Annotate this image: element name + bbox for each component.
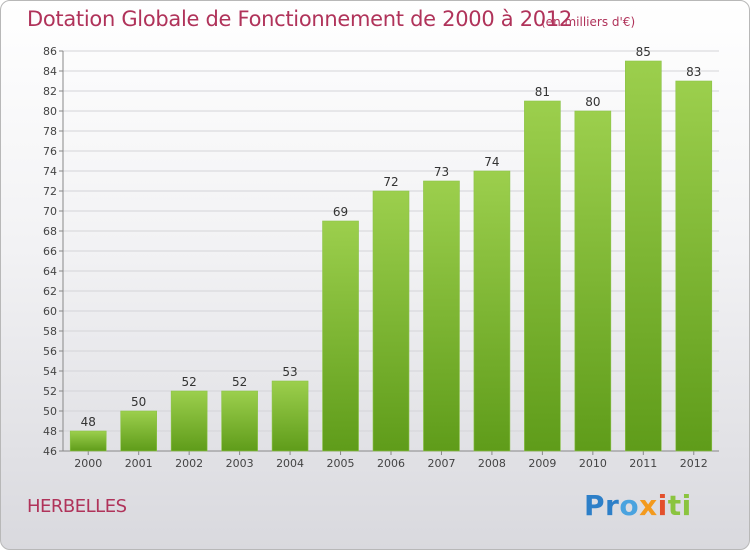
x-tick-label: 2008 <box>478 457 506 470</box>
bar-value-label: 50 <box>131 395 146 409</box>
bar-value-label: 85 <box>636 45 651 59</box>
commune-name: HERBELLES <box>27 496 127 517</box>
x-tick-label: 2000 <box>74 457 102 470</box>
logo-letter: x <box>639 489 658 522</box>
bar-value-label: 72 <box>383 175 398 189</box>
bar-value-label: 80 <box>585 95 600 109</box>
bar <box>322 220 359 452</box>
x-tick-label: 2005 <box>327 457 355 470</box>
y-tick-label: 76 <box>43 145 57 158</box>
chart-title: Dotation Globale de Fonctionnement de 20… <box>27 7 572 31</box>
logo-letter: P <box>584 489 606 522</box>
bar <box>625 60 662 452</box>
bar-value-label: 48 <box>81 415 96 429</box>
y-tick-label: 46 <box>43 445 57 458</box>
bars <box>69 60 713 452</box>
bar <box>69 430 107 452</box>
x-tick-label: 2003 <box>226 457 254 470</box>
logo-letter: i <box>681 489 692 522</box>
x-tick-label: 2011 <box>629 457 657 470</box>
y-tick-label: 84 <box>43 65 57 78</box>
bar-value-label: 74 <box>484 155 499 169</box>
bar-value-label: 52 <box>182 375 197 389</box>
y-tick-label: 60 <box>43 305 57 318</box>
bar <box>574 110 612 452</box>
y-tick-label: 58 <box>43 325 57 338</box>
bar <box>120 410 157 452</box>
logo-letter: t <box>667 489 682 522</box>
y-tick-label: 74 <box>43 165 57 178</box>
bar-value-label: 81 <box>535 85 550 99</box>
y-tick-label: 68 <box>43 225 57 238</box>
y-tick-label: 80 <box>43 105 57 118</box>
x-tick-label: 2012 <box>680 457 708 470</box>
x-tick-label: 2001 <box>125 457 153 470</box>
x-tick-label: 2007 <box>427 457 455 470</box>
proxiti-logo: Proxiti <box>584 489 692 522</box>
x-tick-label: 2002 <box>175 457 203 470</box>
y-tick-label: 52 <box>43 385 57 398</box>
y-tick-label: 86 <box>43 45 57 58</box>
y-tick-label: 54 <box>43 365 57 378</box>
bar <box>675 80 713 452</box>
bar <box>170 390 208 452</box>
y-tick-label: 72 <box>43 185 57 198</box>
chart-subtitle: (en milliers d'€) <box>541 15 636 29</box>
y-tick-label: 66 <box>43 245 57 258</box>
x-tick-label: 2009 <box>528 457 556 470</box>
x-tick-label: 2010 <box>579 457 607 470</box>
x-tick-label: 2004 <box>276 457 304 470</box>
labels: 48 2000 50 2001 52 2002 52 2003 53 2004 69 2005 72 20… <box>74 45 708 470</box>
bar <box>221 390 258 452</box>
bar-value-label: 52 <box>232 375 247 389</box>
x-tick-label: 2006 <box>377 457 405 470</box>
y-tick-label: 70 <box>43 205 57 218</box>
bar <box>473 170 511 452</box>
bar-value-label: 53 <box>282 365 297 379</box>
bar <box>372 190 410 452</box>
bar <box>524 100 561 452</box>
y-tick-label: 50 <box>43 405 57 418</box>
bar <box>423 180 460 452</box>
y-tick-label: 62 <box>43 285 57 298</box>
y-tick-label: 82 <box>43 85 57 98</box>
y-tick-label: 64 <box>43 265 57 278</box>
bar <box>271 380 309 452</box>
bar-value-label: 73 <box>434 165 449 179</box>
bar-value-label: 83 <box>686 65 701 79</box>
y-tick-label: 78 <box>43 125 57 138</box>
y-tick-label: 56 <box>43 345 57 358</box>
y-tick-label: 48 <box>43 425 57 438</box>
bar-value-label: 69 <box>333 205 348 219</box>
logo-letter: i <box>657 489 668 522</box>
logo-letter: r <box>605 489 620 522</box>
logo-letter: o <box>619 489 640 522</box>
